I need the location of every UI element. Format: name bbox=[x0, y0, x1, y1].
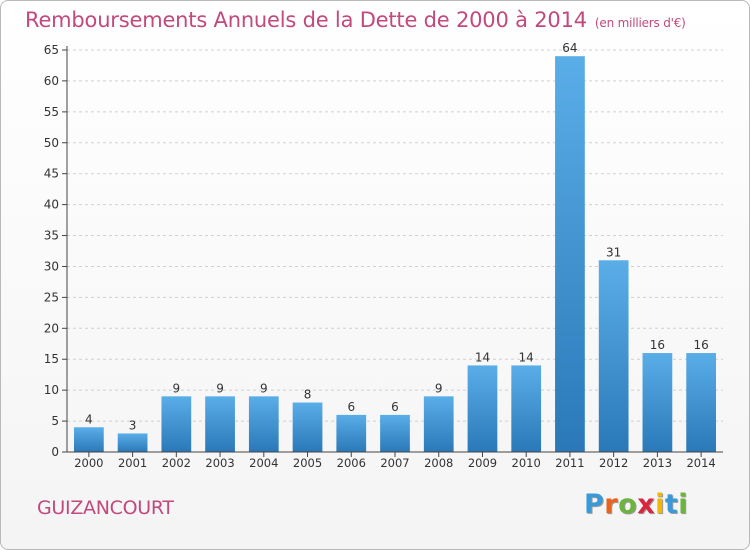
value-label: 6 bbox=[391, 400, 399, 414]
y-tick-label: 40 bbox=[44, 198, 59, 212]
value-label: 14 bbox=[475, 350, 490, 364]
y-tick-label: 65 bbox=[44, 43, 59, 57]
y-tick-label: 5 bbox=[51, 414, 59, 428]
y-tick-label: 20 bbox=[44, 321, 59, 335]
y-tick-label: 0 bbox=[51, 445, 59, 459]
bar-2006 bbox=[336, 414, 367, 452]
y-tick-label: 15 bbox=[44, 352, 59, 366]
chart-subtitle: (en milliers d'€) bbox=[594, 16, 686, 30]
y-tick-label: 10 bbox=[44, 383, 59, 397]
value-label: 6 bbox=[347, 400, 355, 414]
y-tick-label: 30 bbox=[44, 259, 59, 273]
bars bbox=[73, 56, 717, 452]
y-tick-label: 45 bbox=[44, 167, 59, 181]
value-label: 31 bbox=[606, 245, 621, 259]
x-tick-label: 2002 bbox=[162, 456, 191, 470]
chart-title-text: Remboursements Annuels de la Dette de 20… bbox=[25, 8, 587, 32]
x-tick-label: 2012 bbox=[599, 456, 628, 470]
axes: 0 5 10 15 20 25 30 35 40 45 50 55 60 65 4 2000 3 2001 9 200… bbox=[44, 41, 723, 470]
logo-letter: o bbox=[618, 489, 638, 520]
x-tick-label: 2003 bbox=[205, 456, 234, 470]
bar-2004 bbox=[248, 396, 279, 452]
bar-2014 bbox=[686, 353, 717, 452]
y-tick-label: 55 bbox=[44, 105, 59, 119]
value-label: 9 bbox=[216, 381, 224, 395]
value-label: 16 bbox=[693, 338, 708, 352]
bar-2007 bbox=[380, 414, 410, 452]
value-label: 3 bbox=[129, 418, 137, 432]
x-tick-label: 2005 bbox=[293, 456, 322, 470]
bar-2008 bbox=[423, 396, 454, 452]
chart-title: Remboursements Annuels de la Dette de 20… bbox=[25, 8, 686, 32]
x-tick-label: 2009 bbox=[468, 456, 497, 470]
x-tick-label: 2014 bbox=[686, 456, 715, 470]
bar-2000 bbox=[73, 427, 104, 452]
proxiti-logo: Proxiti bbox=[584, 489, 688, 520]
bar-2009 bbox=[467, 365, 498, 452]
bar-2012 bbox=[598, 260, 629, 452]
logo-letter: t bbox=[664, 489, 679, 520]
x-tick-label: 2010 bbox=[512, 456, 541, 470]
bar-2013 bbox=[642, 353, 673, 452]
bar-2002 bbox=[161, 396, 192, 452]
x-tick-label: 2001 bbox=[118, 456, 147, 470]
logo-letter: i bbox=[678, 489, 689, 520]
value-label: 9 bbox=[435, 381, 443, 395]
value-label: 9 bbox=[173, 381, 181, 395]
x-tick-label: 2000 bbox=[74, 456, 103, 470]
logo-letter: i bbox=[655, 489, 665, 520]
logo-letter: x bbox=[637, 489, 656, 520]
y-tick-label: 35 bbox=[44, 229, 59, 243]
x-tick-label: 2004 bbox=[249, 456, 278, 470]
x-tick-label: 2013 bbox=[643, 456, 672, 470]
value-label: 16 bbox=[650, 338, 665, 352]
bar-2011 bbox=[555, 56, 585, 452]
bar-2005 bbox=[292, 402, 323, 452]
value-label: 9 bbox=[260, 381, 268, 395]
value-label: 14 bbox=[519, 350, 534, 364]
value-label: 4 bbox=[85, 412, 93, 426]
x-tick-label: 2006 bbox=[337, 456, 366, 470]
value-label: 8 bbox=[304, 388, 312, 402]
bar-2001 bbox=[117, 433, 148, 452]
x-tick-label: 2007 bbox=[380, 456, 409, 470]
logo-letter: P bbox=[584, 489, 605, 520]
bar-2003 bbox=[205, 396, 235, 452]
y-tick-label: 25 bbox=[44, 290, 59, 304]
bar-2010 bbox=[511, 365, 542, 452]
logo-letter: r bbox=[604, 489, 619, 520]
x-tick-label: 2008 bbox=[424, 456, 453, 470]
x-tick-label: 2011 bbox=[555, 456, 584, 470]
place-name: GUIZANCOURT bbox=[37, 497, 174, 519]
y-tick-label: 50 bbox=[44, 136, 59, 150]
value-label: 64 bbox=[562, 41, 577, 55]
y-tick-label: 60 bbox=[44, 74, 59, 88]
